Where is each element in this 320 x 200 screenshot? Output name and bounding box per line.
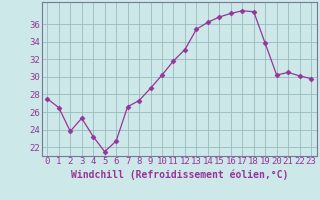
X-axis label: Windchill (Refroidissement éolien,°C): Windchill (Refroidissement éolien,°C) <box>70 169 288 180</box>
